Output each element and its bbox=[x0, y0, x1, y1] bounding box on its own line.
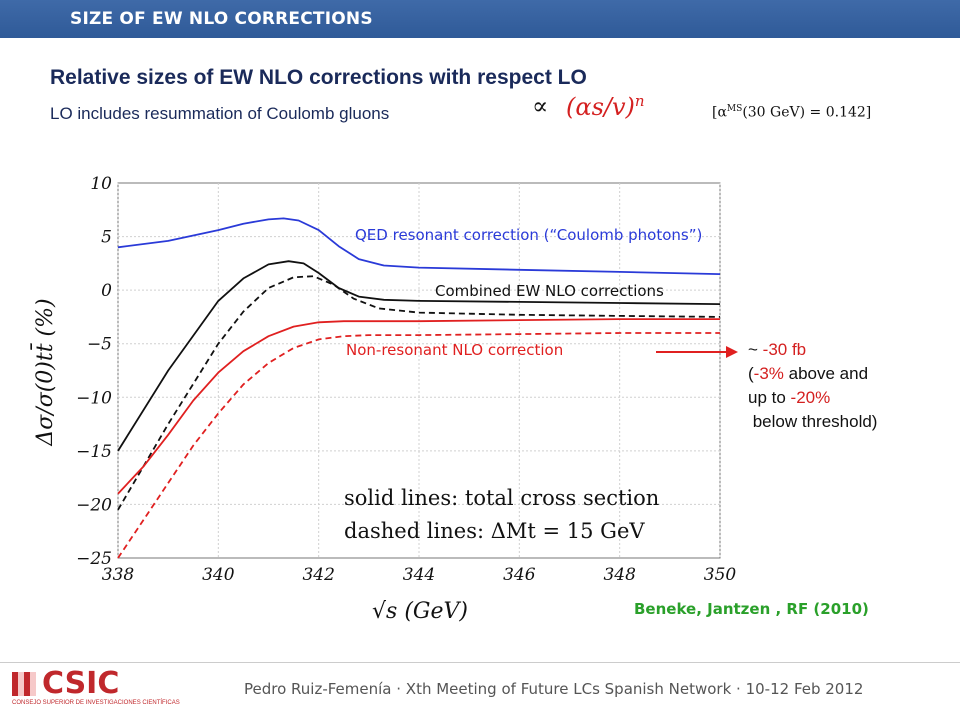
alpha-note: [αMS(30 GeV) = 0.142] bbox=[712, 104, 871, 121]
label-combined-ew: Combined EW NLO corrections bbox=[435, 282, 664, 300]
reference-citation: Beneke, Jantzen , RF (2010) bbox=[634, 600, 869, 618]
x-tick-label: 346 bbox=[503, 565, 536, 585]
y-tick-label: −15 bbox=[76, 442, 112, 462]
series-layer bbox=[117, 217, 721, 559]
note-line-2: (-3% above and bbox=[748, 362, 877, 386]
y-tick-label: −5 bbox=[87, 335, 112, 355]
label-non-resonant: Non-resonant NLO correction bbox=[346, 341, 563, 359]
y-tick-label: −25 bbox=[76, 549, 112, 569]
x-tick-label: 344 bbox=[403, 565, 435, 585]
note-line3-pre: up to bbox=[748, 388, 791, 407]
note-block: ~ -30 fb (-3% above and up to -20% below… bbox=[748, 338, 877, 434]
logo-text: CSIC bbox=[42, 666, 120, 701]
csic-logo: CSIC CONSEJO SUPERIOR DE INVESTIGACIONES… bbox=[12, 666, 180, 710]
y-axis-label: Δσ/σ(0)tt̄ (%) bbox=[30, 298, 58, 446]
header-bar: SIZE OF EW NLO CORRECTIONS bbox=[0, 0, 960, 38]
red-arrow-head bbox=[726, 346, 738, 358]
scaling-exponent: n bbox=[634, 92, 645, 110]
note-line2-pre: ( bbox=[748, 364, 754, 383]
alpha-note-sup: MS bbox=[726, 104, 743, 114]
series-non-resonant bbox=[117, 318, 720, 495]
slide-title: Relative sizes of EW NLO corrections wit… bbox=[50, 66, 587, 89]
alpha-note-pre: [α bbox=[712, 104, 727, 121]
note-line1-value: -30 fb bbox=[762, 340, 807, 359]
y-tick-label: −10 bbox=[76, 388, 112, 408]
tick-layer: 338 340 342 344 346 348 350 10 5 0 −5 −10 −15 −20 −25 bbox=[76, 174, 736, 585]
annotation-solid: solid lines: total cross section bbox=[344, 486, 659, 510]
scaling-base: (αs/v) bbox=[566, 93, 635, 121]
note-line-1: ~ -30 fb bbox=[748, 338, 877, 362]
logo-subtitle: CONSEJO SUPERIOR DE INVESTIGACIONES CIEN… bbox=[12, 700, 180, 706]
series-non-resonant-dashed bbox=[117, 332, 720, 559]
logo-icon bbox=[12, 672, 36, 696]
footer-divider bbox=[0, 662, 960, 663]
x-tick-label: 338 bbox=[102, 565, 135, 585]
note-line2-value: -3% bbox=[753, 364, 784, 383]
grid-layer bbox=[117, 183, 721, 558]
x-tick-label: 350 bbox=[704, 565, 737, 585]
note-line2-post: above and bbox=[783, 364, 869, 383]
y-tick-label: 10 bbox=[90, 174, 112, 194]
y-tick-label: 5 bbox=[101, 228, 112, 248]
proportional-symbol: ∝ bbox=[532, 92, 549, 120]
series-qed-resonant bbox=[117, 217, 721, 275]
label-qed-resonant: QED resonant correction (“Coulomb photon… bbox=[355, 226, 702, 244]
x-axis-label: √s (GeV) bbox=[372, 599, 468, 624]
series-combined-ew bbox=[117, 260, 721, 452]
series-combined-ew-dashed bbox=[117, 275, 721, 511]
note-line1-pre: ~ bbox=[748, 340, 763, 359]
header-title: SIZE OF EW NLO CORRECTIONS bbox=[70, 9, 373, 29]
y-tick-label: 0 bbox=[101, 281, 112, 301]
note-line-3: up to -20% bbox=[748, 386, 877, 410]
x-tick-label: 342 bbox=[302, 565, 334, 585]
x-tick-label: 340 bbox=[202, 565, 235, 585]
alpha-note-post: (30 GeV) = 0.142] bbox=[742, 104, 872, 121]
scaling-formula: (αs/v)n bbox=[566, 92, 645, 121]
annotation-dashed: dashed lines: ΔMt = 15 GeV bbox=[344, 519, 645, 543]
footer-text: Pedro Ruiz-Femenía · Xth Meeting of Futu… bbox=[244, 680, 864, 698]
note-line3-value: -20% bbox=[790, 388, 831, 407]
slide-subtitle: LO includes resummation of Coulomb gluon… bbox=[50, 104, 390, 123]
note-line-4: below threshold) bbox=[748, 412, 878, 431]
y-tick-label: −20 bbox=[76, 495, 112, 515]
x-tick-label: 348 bbox=[603, 565, 636, 585]
